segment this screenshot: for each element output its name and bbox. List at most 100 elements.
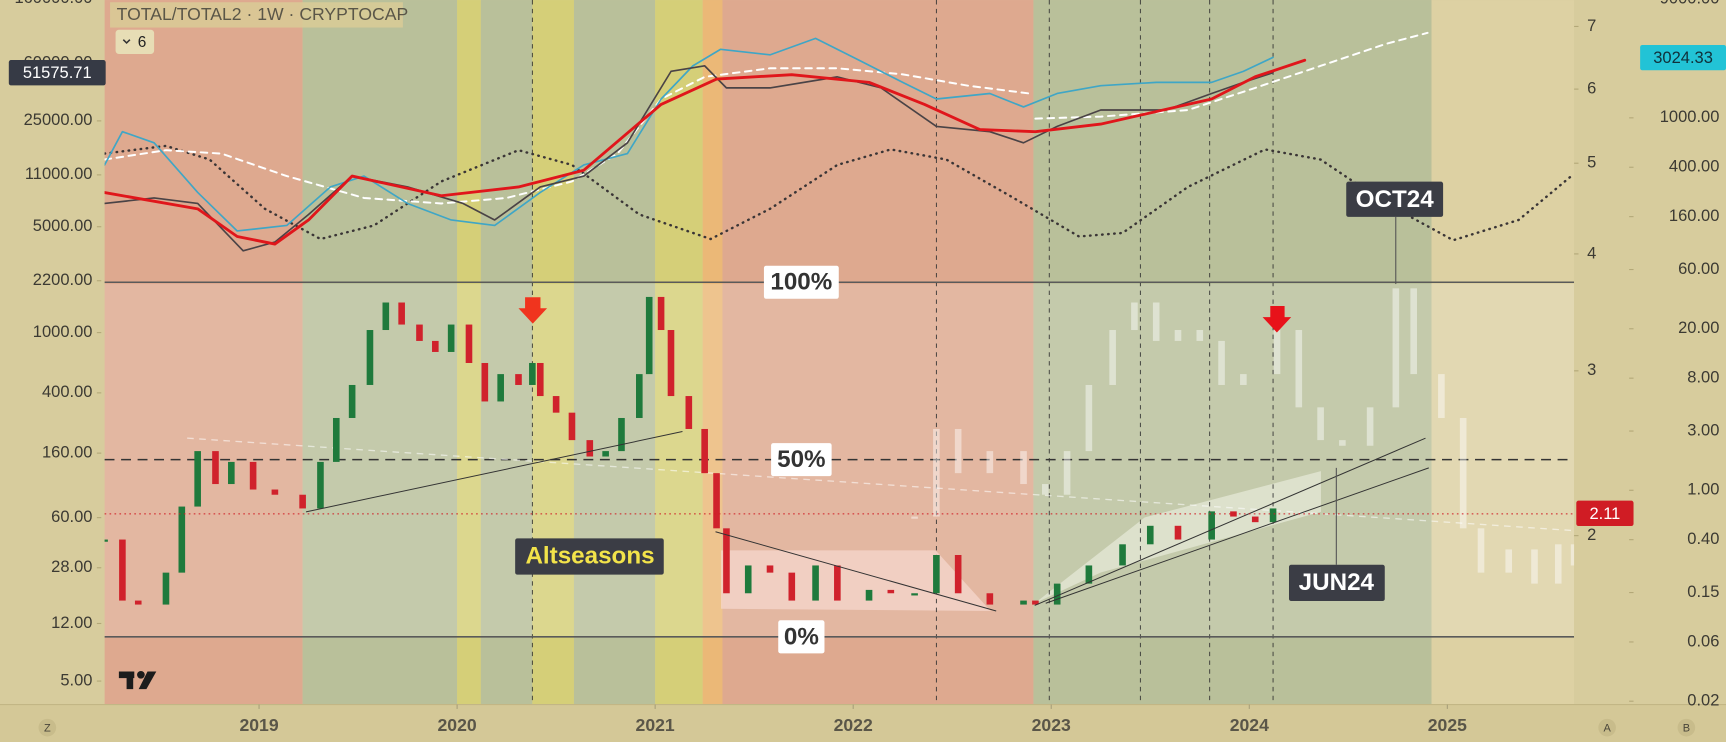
- ghost-candle: [1392, 288, 1400, 408]
- ghost-candle: [986, 451, 994, 474]
- candle: [812, 565, 819, 601]
- candle: [834, 565, 841, 601]
- ghost-candle: [1459, 417, 1467, 529]
- candle: [194, 451, 201, 507]
- candle: [685, 396, 693, 429]
- trend-line: [1045, 467, 1429, 604]
- candle: [382, 302, 390, 331]
- candle: [887, 589, 895, 594]
- candle: [299, 494, 306, 509]
- level-label: 100%: [770, 269, 832, 296]
- candle: [1174, 525, 1182, 540]
- ghost-candle: [1570, 544, 1575, 566]
- y-tick-label: 5.00: [60, 671, 92, 689]
- y-tick-label: 0.15: [1687, 583, 1719, 601]
- toolbar-button[interactable]: [1598, 718, 1616, 737]
- callout-label: JUN24: [1299, 569, 1375, 596]
- ghost-candle: [1339, 440, 1346, 446]
- toolbar-label[interactable]: B: [1683, 723, 1690, 735]
- ghost-candle: [1152, 302, 1160, 341]
- y-tick-label: 2: [1587, 526, 1596, 544]
- zone: [532, 0, 574, 705]
- ghost-candle: [1531, 549, 1538, 584]
- ghost-candle: [1410, 288, 1417, 375]
- y-tick-label: 8.00: [1687, 369, 1719, 387]
- y-tick-label: 400.00: [1669, 158, 1719, 176]
- toolbar-button[interactable]: [38, 718, 57, 737]
- trend-line: [305, 431, 683, 513]
- candle: [713, 473, 720, 529]
- level-label-box: [763, 265, 839, 299]
- y-tick-label: 28.00: [51, 558, 92, 576]
- chevron-icon: [122, 39, 131, 45]
- zone: [573, 0, 656, 705]
- ghost-candle: [1042, 484, 1049, 495]
- candle: [1119, 544, 1126, 566]
- ghost-candle: [1505, 549, 1513, 573]
- ghost-candle: [1085, 384, 1093, 452]
- callout-box: [1288, 564, 1385, 602]
- levels: 100% 50% 0%: [104, 265, 1575, 654]
- ghost-candle: [1218, 340, 1225, 385]
- y-tick-label: 0.06: [1687, 632, 1719, 650]
- trend-line: [1034, 437, 1426, 606]
- logo: [118, 670, 157, 690]
- y-tick-label: 12.00: [51, 614, 92, 632]
- ghost-candle: [1131, 302, 1138, 331]
- candle: [465, 324, 473, 363]
- interval-label[interactable]: 6: [138, 34, 147, 51]
- zone: [104, 0, 303, 705]
- candle: [119, 539, 126, 601]
- zone: [302, 0, 458, 705]
- series-line: [104, 65, 1274, 252]
- logo-part: [126, 671, 134, 690]
- zone: [480, 0, 533, 705]
- candle: [1269, 508, 1277, 523]
- axes: 160000.0060000.0025000.0011000.005000.00…: [14, 0, 1719, 735]
- candle: [212, 451, 219, 485]
- y-tick-label: 5: [1587, 154, 1596, 172]
- candle: [865, 589, 873, 601]
- y-tick-label: 3.00: [1687, 421, 1719, 439]
- candle: [317, 461, 324, 509]
- vertical-lines: [531, 0, 1274, 705]
- price-markers: 51575.71 3024.33 2.11: [8, 44, 1726, 526]
- candle: [1208, 511, 1215, 540]
- level-label: 0%: [784, 623, 819, 650]
- candle: [398, 302, 405, 325]
- candle: [645, 296, 653, 375]
- candle: [271, 489, 279, 495]
- toolbar-button[interactable]: [1677, 718, 1696, 737]
- candle: [986, 593, 994, 605]
- y-tick-label: 1000.00: [33, 323, 93, 341]
- zone: [1431, 0, 1575, 705]
- interval-button[interactable]: [115, 29, 155, 54]
- y-tick-label: 20.00: [1678, 319, 1719, 337]
- x-tick-label: 2021: [636, 715, 675, 735]
- y-tick-label: 160.00: [42, 443, 92, 461]
- candle: [249, 461, 257, 490]
- candle: [723, 528, 730, 594]
- y-tick-label: 3: [1587, 361, 1596, 379]
- zone: [655, 0, 703, 705]
- callout-label: OCT24: [1356, 186, 1435, 213]
- candle: [1020, 600, 1027, 605]
- candle: [788, 572, 796, 601]
- ghost-candle: [1240, 374, 1247, 385]
- candle: [602, 451, 609, 457]
- candle: [618, 417, 625, 452]
- candle: [933, 554, 940, 594]
- candle: [348, 384, 356, 418]
- toolbar-label[interactable]: A: [1603, 723, 1611, 735]
- candle: [416, 324, 423, 341]
- x-tick-label: 2024: [1230, 715, 1269, 735]
- ghost-candle: [1196, 330, 1204, 341]
- ghost-candle: [1295, 330, 1303, 408]
- toolbar-label[interactable]: Z: [44, 723, 51, 735]
- down-arrow: [518, 297, 548, 324]
- y-tick-label: 2200.00: [33, 271, 93, 289]
- price-marker-box: [1640, 44, 1726, 71]
- price-marker-label: 3024.33: [1653, 49, 1713, 67]
- candle: [332, 417, 340, 462]
